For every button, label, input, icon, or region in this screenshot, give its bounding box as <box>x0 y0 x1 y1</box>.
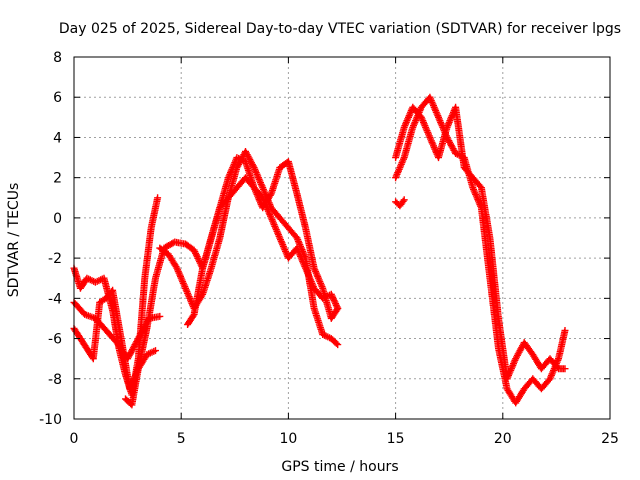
y-tick-label: -2 <box>48 251 62 267</box>
chart-grid <box>74 57 610 419</box>
x-tick-label: 5 <box>177 431 186 447</box>
series-trace-e <box>156 148 342 349</box>
chart-marks <box>70 93 569 409</box>
y-tick-label: 2 <box>53 171 62 187</box>
series-markers <box>184 174 342 328</box>
axis-ticks: 0 5 10 15 20 25 -10 -8 -6 -4 -2 0 2 4 6 8 <box>39 50 619 447</box>
series-markers <box>156 148 342 349</box>
y-axis-label: SDTVAR / TECUs <box>6 183 22 298</box>
x-tick-label: 10 <box>279 431 297 447</box>
y-tick-label: 8 <box>53 50 62 66</box>
x-tick-label: 20 <box>494 431 512 447</box>
series-trace-f <box>184 174 342 328</box>
y-tick-label: -10 <box>39 412 62 428</box>
series-markers <box>392 93 569 407</box>
series-markers <box>392 103 569 383</box>
series-trace-i <box>392 196 408 210</box>
plot-frame <box>73 56 611 420</box>
series-trace-h <box>392 103 569 383</box>
y-tick-label: -6 <box>48 332 62 348</box>
x-tick-label: 0 <box>70 431 79 447</box>
y-tick-label: -8 <box>48 372 62 388</box>
series-trace-g <box>392 93 569 407</box>
y-tick-label: 6 <box>53 90 62 106</box>
y-tick-label: 4 <box>53 130 62 146</box>
series-markers <box>392 196 408 210</box>
y-tick-label: -4 <box>48 291 62 307</box>
x-axis-label: GPS time / hours <box>281 459 398 475</box>
chart-title: Day 025 of 2025, Sidereal Day-to-day VTE… <box>59 21 621 37</box>
x-tick-label: 15 <box>387 431 405 447</box>
x-tick-label: 25 <box>601 431 619 447</box>
y-tick-label: 0 <box>53 211 62 227</box>
